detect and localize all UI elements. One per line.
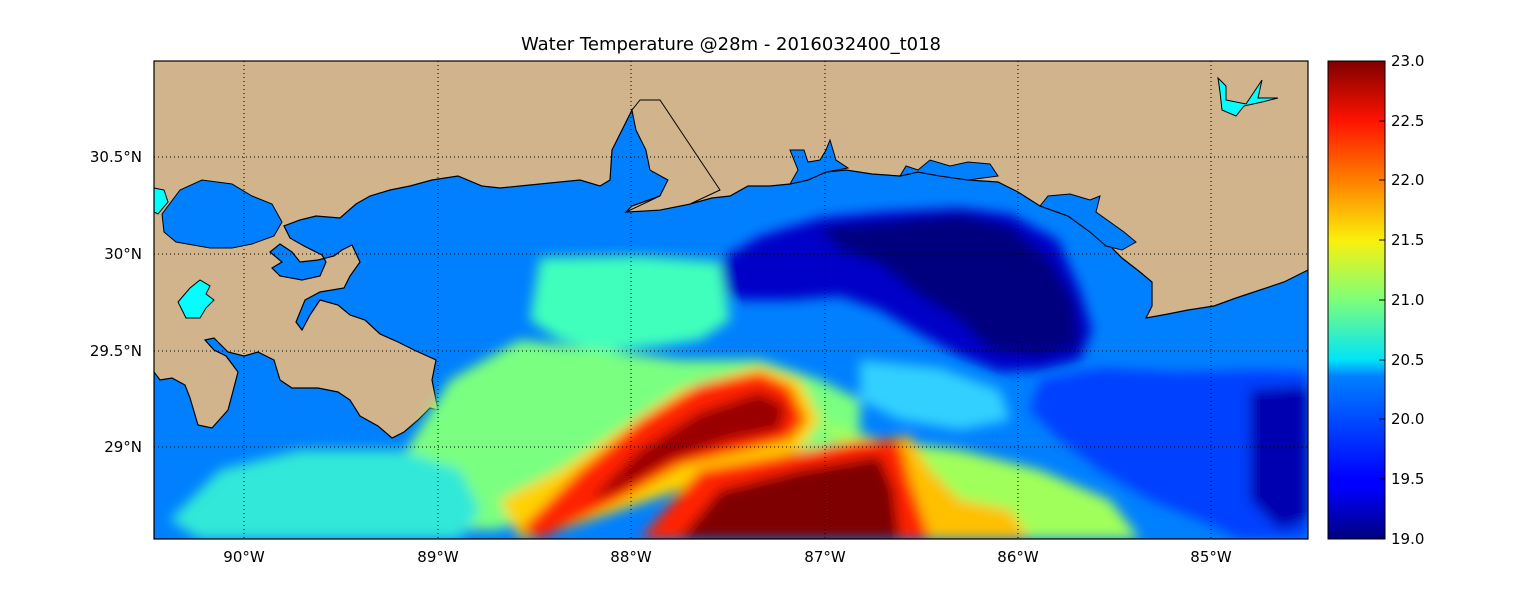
x-tick-label: 85°W — [1190, 548, 1232, 566]
mobile-bay-land — [625, 99, 721, 213]
colorbar-labels: 23.0 22.5 22.0 21.5 21.0 20.5 20.0 19.5 … — [1391, 52, 1424, 548]
colorbar-tick-label: 21.5 — [1391, 231, 1424, 249]
x-tick-label: 89°W — [417, 548, 459, 566]
x-tick-label: 86°W — [997, 548, 1039, 566]
colorbar-tick-label: 20.5 — [1391, 351, 1424, 369]
colorbar-ticks — [1379, 60, 1385, 540]
colorbar-tick-label: 20.0 — [1391, 410, 1424, 428]
colorbar-gradient — [1327, 60, 1386, 540]
lake-barataria-icon — [177, 279, 215, 319]
x-tick-label: 90°W — [223, 548, 265, 566]
colorbar-tick-label: 21.0 — [1391, 291, 1424, 309]
map-title: Water Temperature @28m - 2016032400_t018 — [521, 34, 941, 55]
lake-florida-icon — [1217, 76, 1279, 117]
y-tick-label: 30.5°N — [90, 148, 142, 166]
y-tick-label: 30°N — [104, 245, 142, 263]
map-frame — [153, 60, 1309, 540]
choctawhatchee-bay-icon — [898, 159, 999, 181]
colorbar-tick-label: 22.5 — [1391, 112, 1424, 130]
temperature-field — [170, 208, 1308, 539]
y-tick-label: 29°N — [104, 438, 142, 456]
lake-pontchartrain-icon — [161, 179, 283, 249]
y-tick-label: 29.5°N — [90, 342, 142, 360]
colorbar-tick-label: 19.5 — [1391, 470, 1424, 488]
st-andrews-bay-icon — [1039, 193, 1137, 251]
colorbar-tick-label: 22.0 — [1391, 171, 1424, 189]
colorbar-tick-label: 23.0 — [1391, 52, 1424, 70]
x-tick-labels: 90°W 89°W 88°W 87°W 86°W 85°W — [223, 548, 1232, 566]
graticule — [154, 61, 1308, 539]
x-tick-label: 87°W — [804, 548, 846, 566]
x-tick-label: 88°W — [610, 548, 652, 566]
y-tick-labels: 30.5°N 30°N 29.5°N 29°N — [90, 148, 142, 456]
colorbar-tick-label: 19.0 — [1391, 530, 1424, 548]
lake-small-cyan-icon — [154, 187, 169, 215]
pensacola-bay-icon — [789, 138, 850, 185]
